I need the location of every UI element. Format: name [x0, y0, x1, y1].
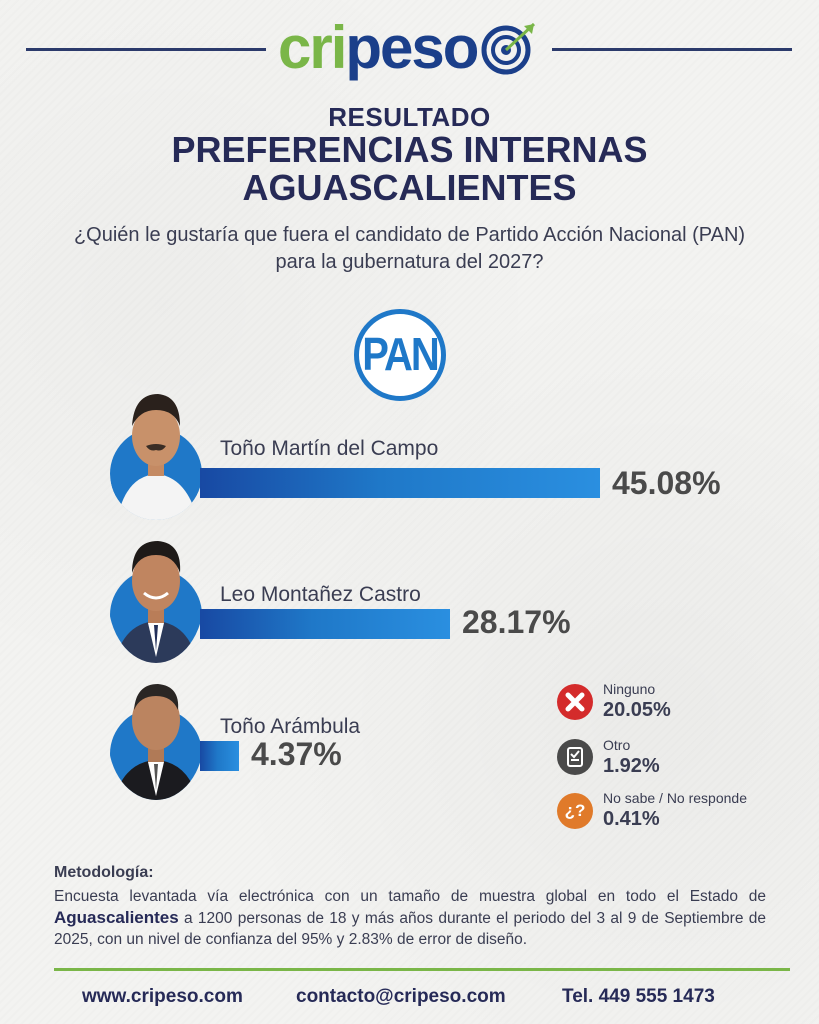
- methodology-text-b: a 1200 personas de 18 y más años durante…: [54, 910, 766, 948]
- footer-email[interactable]: contacto@cripeso.com: [296, 986, 506, 1007]
- bar-candidate-1: [200, 468, 600, 498]
- candidate-name-3: Toño Arámbula: [220, 715, 361, 738]
- cripeso-logo: cripeso: [278, 12, 540, 84]
- methodology-title: Metodología:: [54, 864, 154, 881]
- option-value-otro: 1.92%: [603, 755, 660, 777]
- logo-word-green: cri: [278, 14, 347, 81]
- option-label-no-sabe: No sabe / No responde: [603, 790, 747, 806]
- x-icon: [557, 684, 593, 720]
- footer-phone[interactable]: Tel. 449 555 1473: [562, 986, 715, 1007]
- methodology-text-a: Encuesta levantada vía electrónica con u…: [54, 888, 766, 905]
- question-line-2: para la gubernatura del 2027?: [275, 251, 544, 273]
- candidate-name-2: Leo Montañez Castro: [220, 583, 421, 606]
- kicker-title: RESULTADO: [328, 102, 491, 132]
- title-line-2: AGUASCALIENTES: [242, 167, 577, 208]
- option-label-ninguno: Ninguno: [603, 681, 656, 697]
- candidate-name-1: Toño Martín del Campo: [220, 437, 439, 460]
- value-label-1: 45.08%: [612, 465, 721, 501]
- header-rule-left: [26, 48, 266, 51]
- title-line-1: PREFERENCIAS INTERNAS: [171, 129, 648, 170]
- avatar-candidate-3: [108, 676, 204, 800]
- survey-question: ¿Quién le gustaría que fuera el candidat…: [0, 222, 819, 276]
- value-label-3: 4.37%: [251, 736, 342, 772]
- option-value-ninguno: 20.05%: [603, 699, 671, 721]
- footer-website[interactable]: www.cripeso.com: [82, 986, 243, 1007]
- methodology-state: Aguascalientes: [54, 908, 179, 927]
- avatar-candidate-1: [110, 380, 202, 520]
- bar-candidate-3: [200, 741, 239, 771]
- bar-candidate-2: [200, 609, 450, 639]
- target-icon: [481, 22, 536, 75]
- question-line-1: ¿Quién le gustaría que fuera el candidat…: [73, 224, 746, 246]
- option-label-otro: Otro: [603, 737, 631, 753]
- ballot-icon: [557, 739, 593, 775]
- avatar-candidate-2: [108, 533, 204, 663]
- pan-party-logo: PAN: [354, 309, 446, 401]
- question-icon: ¿?: [557, 793, 593, 829]
- pan-logo-text: PAN: [362, 329, 439, 380]
- footer-rule: [54, 968, 790, 971]
- value-label-2: 28.17%: [462, 604, 571, 640]
- methodology-text: Encuesta levantada vía electrónica con u…: [54, 886, 766, 950]
- header-rule-right: [552, 48, 792, 51]
- logo-wordmark: cripeso: [278, 12, 479, 84]
- logo-word-blue: peso: [345, 14, 479, 81]
- option-value-no-sabe: 0.41%: [603, 808, 660, 830]
